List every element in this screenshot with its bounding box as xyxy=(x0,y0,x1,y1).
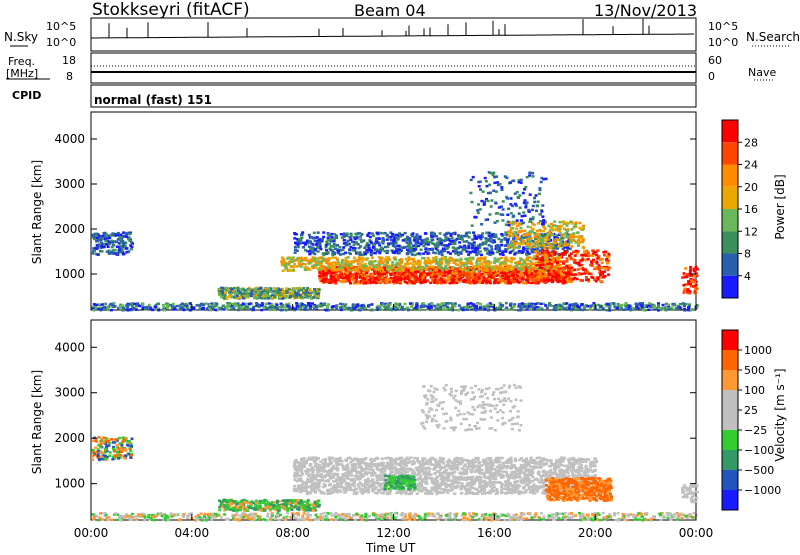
power-colorbar-tick-label-5: 24 xyxy=(744,159,758,172)
velocity-colorbar-tick-label-4: 25 xyxy=(744,404,758,417)
xtick-label-0: 00:00 xyxy=(74,526,109,540)
power-colorbar-tick-label-6: 28 xyxy=(744,136,758,149)
power-colorbar-seg-5 xyxy=(722,231,738,253)
power-colorbar-seg-7 xyxy=(722,276,738,298)
velocity-colorbar-seg-1 xyxy=(722,350,738,370)
ytick-label-0-0: 1000 xyxy=(54,267,85,281)
xtick-label-4: 16:00 xyxy=(477,526,512,540)
xtick-label-2: 08:00 xyxy=(275,526,310,540)
velocity-colorbar-seg-8 xyxy=(722,490,738,510)
velocity-colorbar-tick-label-0: −1000 xyxy=(744,484,781,497)
power-colorbar-seg-2 xyxy=(722,165,738,187)
power-colorbar-tick-label-2: 12 xyxy=(744,225,758,238)
power-colorbar-seg-3 xyxy=(722,187,738,209)
velocity-colorbar-seg-2 xyxy=(722,370,738,390)
velocity-colorbar-tick-label-1: −500 xyxy=(744,464,774,477)
xtick-label-3: 12:00 xyxy=(376,526,411,540)
ytick-label-0-3: 4000 xyxy=(54,132,85,146)
power-echoes xyxy=(91,171,699,312)
velocity-colorbar-tick-label-6: 500 xyxy=(744,364,765,377)
ytick-label-0-1: 2000 xyxy=(54,222,85,236)
ytick-label-1-1: 2000 xyxy=(54,431,85,445)
power-colorbar-seg-6 xyxy=(722,254,738,276)
velocity-colorbar-seg-0 xyxy=(722,330,738,350)
velocity-colorbar-tick-label-3: −25 xyxy=(744,424,767,437)
ytick-label-1-3: 4000 xyxy=(54,340,85,354)
ytick-label-1-2: 3000 xyxy=(54,386,85,400)
velocity-colorbar-seg-3 xyxy=(722,390,738,410)
power-colorbar-tick-label-0: 4 xyxy=(744,270,751,283)
velocity-colorbar-tick-label-5: 100 xyxy=(744,384,765,397)
power-colorbar-seg-0 xyxy=(722,120,738,142)
xtick-label-1: 04:00 xyxy=(175,526,210,540)
freq-panel-frame xyxy=(91,53,696,83)
power-colorbar-tick-label-1: 8 xyxy=(744,248,751,261)
velocity-echoes xyxy=(91,384,699,522)
power-colorbar-seg-1 xyxy=(722,142,738,164)
power-colorbar-tick-label-4: 20 xyxy=(744,181,758,194)
xtick-label-6: 00:00 xyxy=(679,526,714,540)
velocity-colorbar-tick-label-2: −100 xyxy=(744,444,774,457)
velocity-colorbar-seg-7 xyxy=(722,470,738,490)
cpid-panel-frame xyxy=(91,85,696,107)
xtick-label-5: 20:00 xyxy=(578,526,613,540)
ytick-label-1-0: 1000 xyxy=(54,477,85,491)
velocity-colorbar-seg-5 xyxy=(722,430,738,450)
power-colorbar-tick-label-3: 16 xyxy=(744,203,758,216)
velocity-colorbar-seg-4 xyxy=(722,410,738,430)
noise-sky-series xyxy=(91,19,694,38)
power-colorbar-seg-4 xyxy=(722,209,738,231)
ytick-label-0-2: 3000 xyxy=(54,177,85,191)
velocity-colorbar-seg-6 xyxy=(722,450,738,470)
velocity-colorbar-tick-label-7: 1000 xyxy=(744,344,772,357)
